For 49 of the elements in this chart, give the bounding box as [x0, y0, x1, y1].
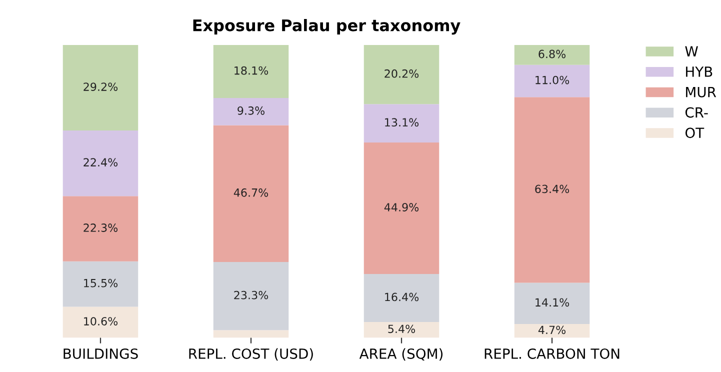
legend-label: HYB [686, 66, 712, 77]
bar [514, 282, 590, 324]
bar [213, 98, 289, 126]
bar [62, 261, 138, 307]
bar [514, 97, 590, 283]
data-label: 14.1% [536, 298, 570, 307]
legend-label: CR- [685, 107, 708, 118]
data-label: 22.4% [84, 158, 118, 167]
data-label: 11.0% [536, 76, 570, 84]
data-label: 23.3% [234, 290, 268, 300]
data-label: 22.3% [84, 224, 118, 232]
data-label: 16.4% [385, 292, 419, 302]
data-label: 6.8% [538, 50, 566, 58]
data-label: 13.1% [385, 118, 419, 127]
data-label: 4.7% [538, 326, 566, 334]
data-label: 29.2% [84, 82, 118, 91]
bar [213, 262, 289, 330]
bar [364, 142, 440, 274]
bar [514, 324, 590, 338]
legend-label: W [685, 46, 698, 56]
bar [514, 45, 590, 65]
data-label: 63.4% [535, 184, 570, 194]
data-label: 46.7% [234, 188, 268, 197]
bar [364, 274, 440, 322]
bar [62, 196, 138, 262]
data-label: 20.2% [384, 69, 419, 78]
data-label: 15.5% [84, 278, 118, 288]
bar [62, 45, 138, 130]
legend-label: OT [685, 128, 704, 138]
bar [213, 330, 289, 338]
bar [213, 45, 289, 98]
data-label: 9.3% [238, 106, 264, 115]
legend-label: MUR [686, 87, 716, 98]
bar [62, 306, 138, 338]
bar [364, 104, 440, 142]
bar [213, 125, 289, 262]
x-tick-label: BUILDINGS [64, 348, 138, 359]
bar [514, 64, 590, 98]
x-tick-label: AREA (SQM) [359, 348, 443, 361]
data-label: 5.4% [388, 324, 416, 334]
bar [364, 45, 440, 104]
data-label: 18.1% [234, 66, 268, 75]
bar [62, 130, 138, 196]
x-tick-label: REPL. CARBON TON [484, 348, 620, 359]
data-label: 44.9% [384, 203, 419, 212]
chart-title: Exposure Palau per taxonomy [193, 18, 460, 35]
bar [364, 322, 440, 338]
x-tick-label: REPL. COST (USD) [189, 348, 313, 361]
data-label: 10.6% [84, 317, 118, 326]
